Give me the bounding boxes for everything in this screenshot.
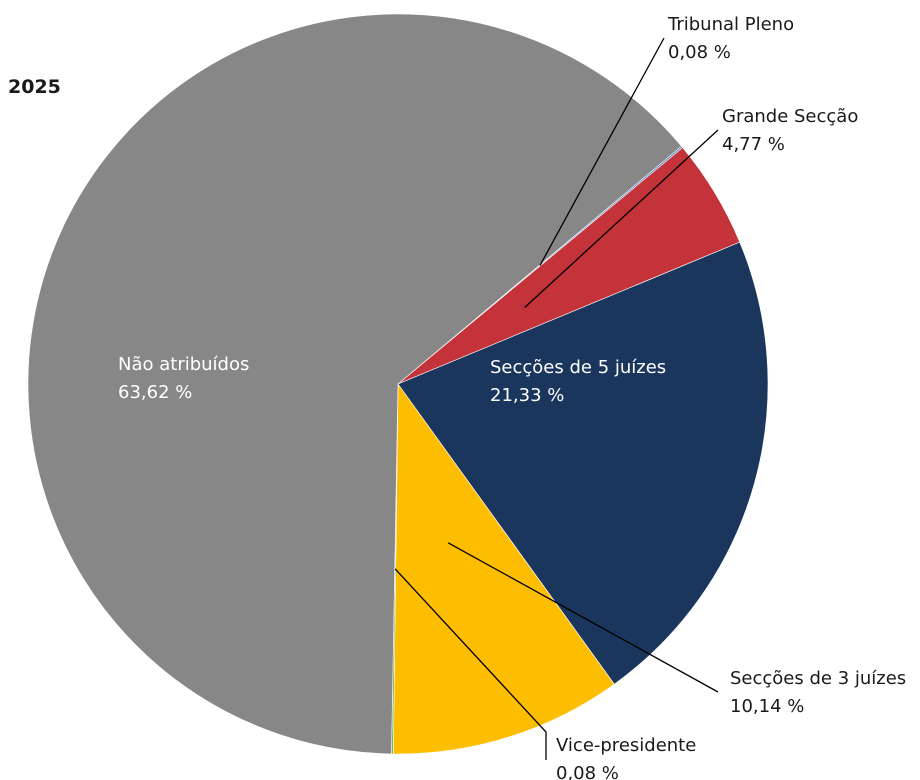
slice-seccoes-de-5-juizes	[397, 241, 769, 685]
slice-labels: Tribunal Pleno 0,08 % Grande Secção 4,77 % S…	[118, 14, 906, 780]
leader-line-grande-seccao	[524, 129, 719, 308]
leader-line-vice-presidente	[394, 568, 547, 760]
slice-seccoes-de-3-juizes	[393, 383, 615, 755]
leader-line-seccoes-de-3-juizes	[447, 542, 719, 693]
leader-lines	[394, 37, 719, 760]
slice-label-tribunal-pleno: Tribunal Pleno	[667, 14, 794, 35]
chart-title: 2025	[8, 76, 61, 98]
pie-slices	[27, 13, 769, 755]
slice-value-seccoes-de-5-juizes: 21,33 %	[490, 385, 564, 406]
slice-value-nao-atribuidos: 63,62 %	[118, 382, 192, 403]
slice-value-vice-presidente: 0,08 %	[556, 763, 619, 780]
slice-label-nao-atribuidos: Não atribuídos	[118, 354, 249, 375]
slice-value-seccoes-de-3-juizes: 10,14 %	[730, 696, 804, 717]
slice-label-grande-seccao: Grande Secção	[722, 106, 858, 127]
slice-label-vice-presidente: Vice-presidente	[556, 735, 696, 756]
slice-value-grande-seccao: 4,77 %	[722, 134, 785, 155]
slice-nao-atribuidos	[27, 13, 682, 755]
slice-label-seccoes-de-5-juizes: Secções de 5 juízes	[490, 357, 666, 378]
slice-label-seccoes-de-3-juizes: Secções de 3 juízes	[730, 668, 906, 689]
leader-line-tribunal-pleno	[539, 37, 665, 266]
slice-value-tribunal-pleno: 0,08 %	[668, 42, 731, 63]
